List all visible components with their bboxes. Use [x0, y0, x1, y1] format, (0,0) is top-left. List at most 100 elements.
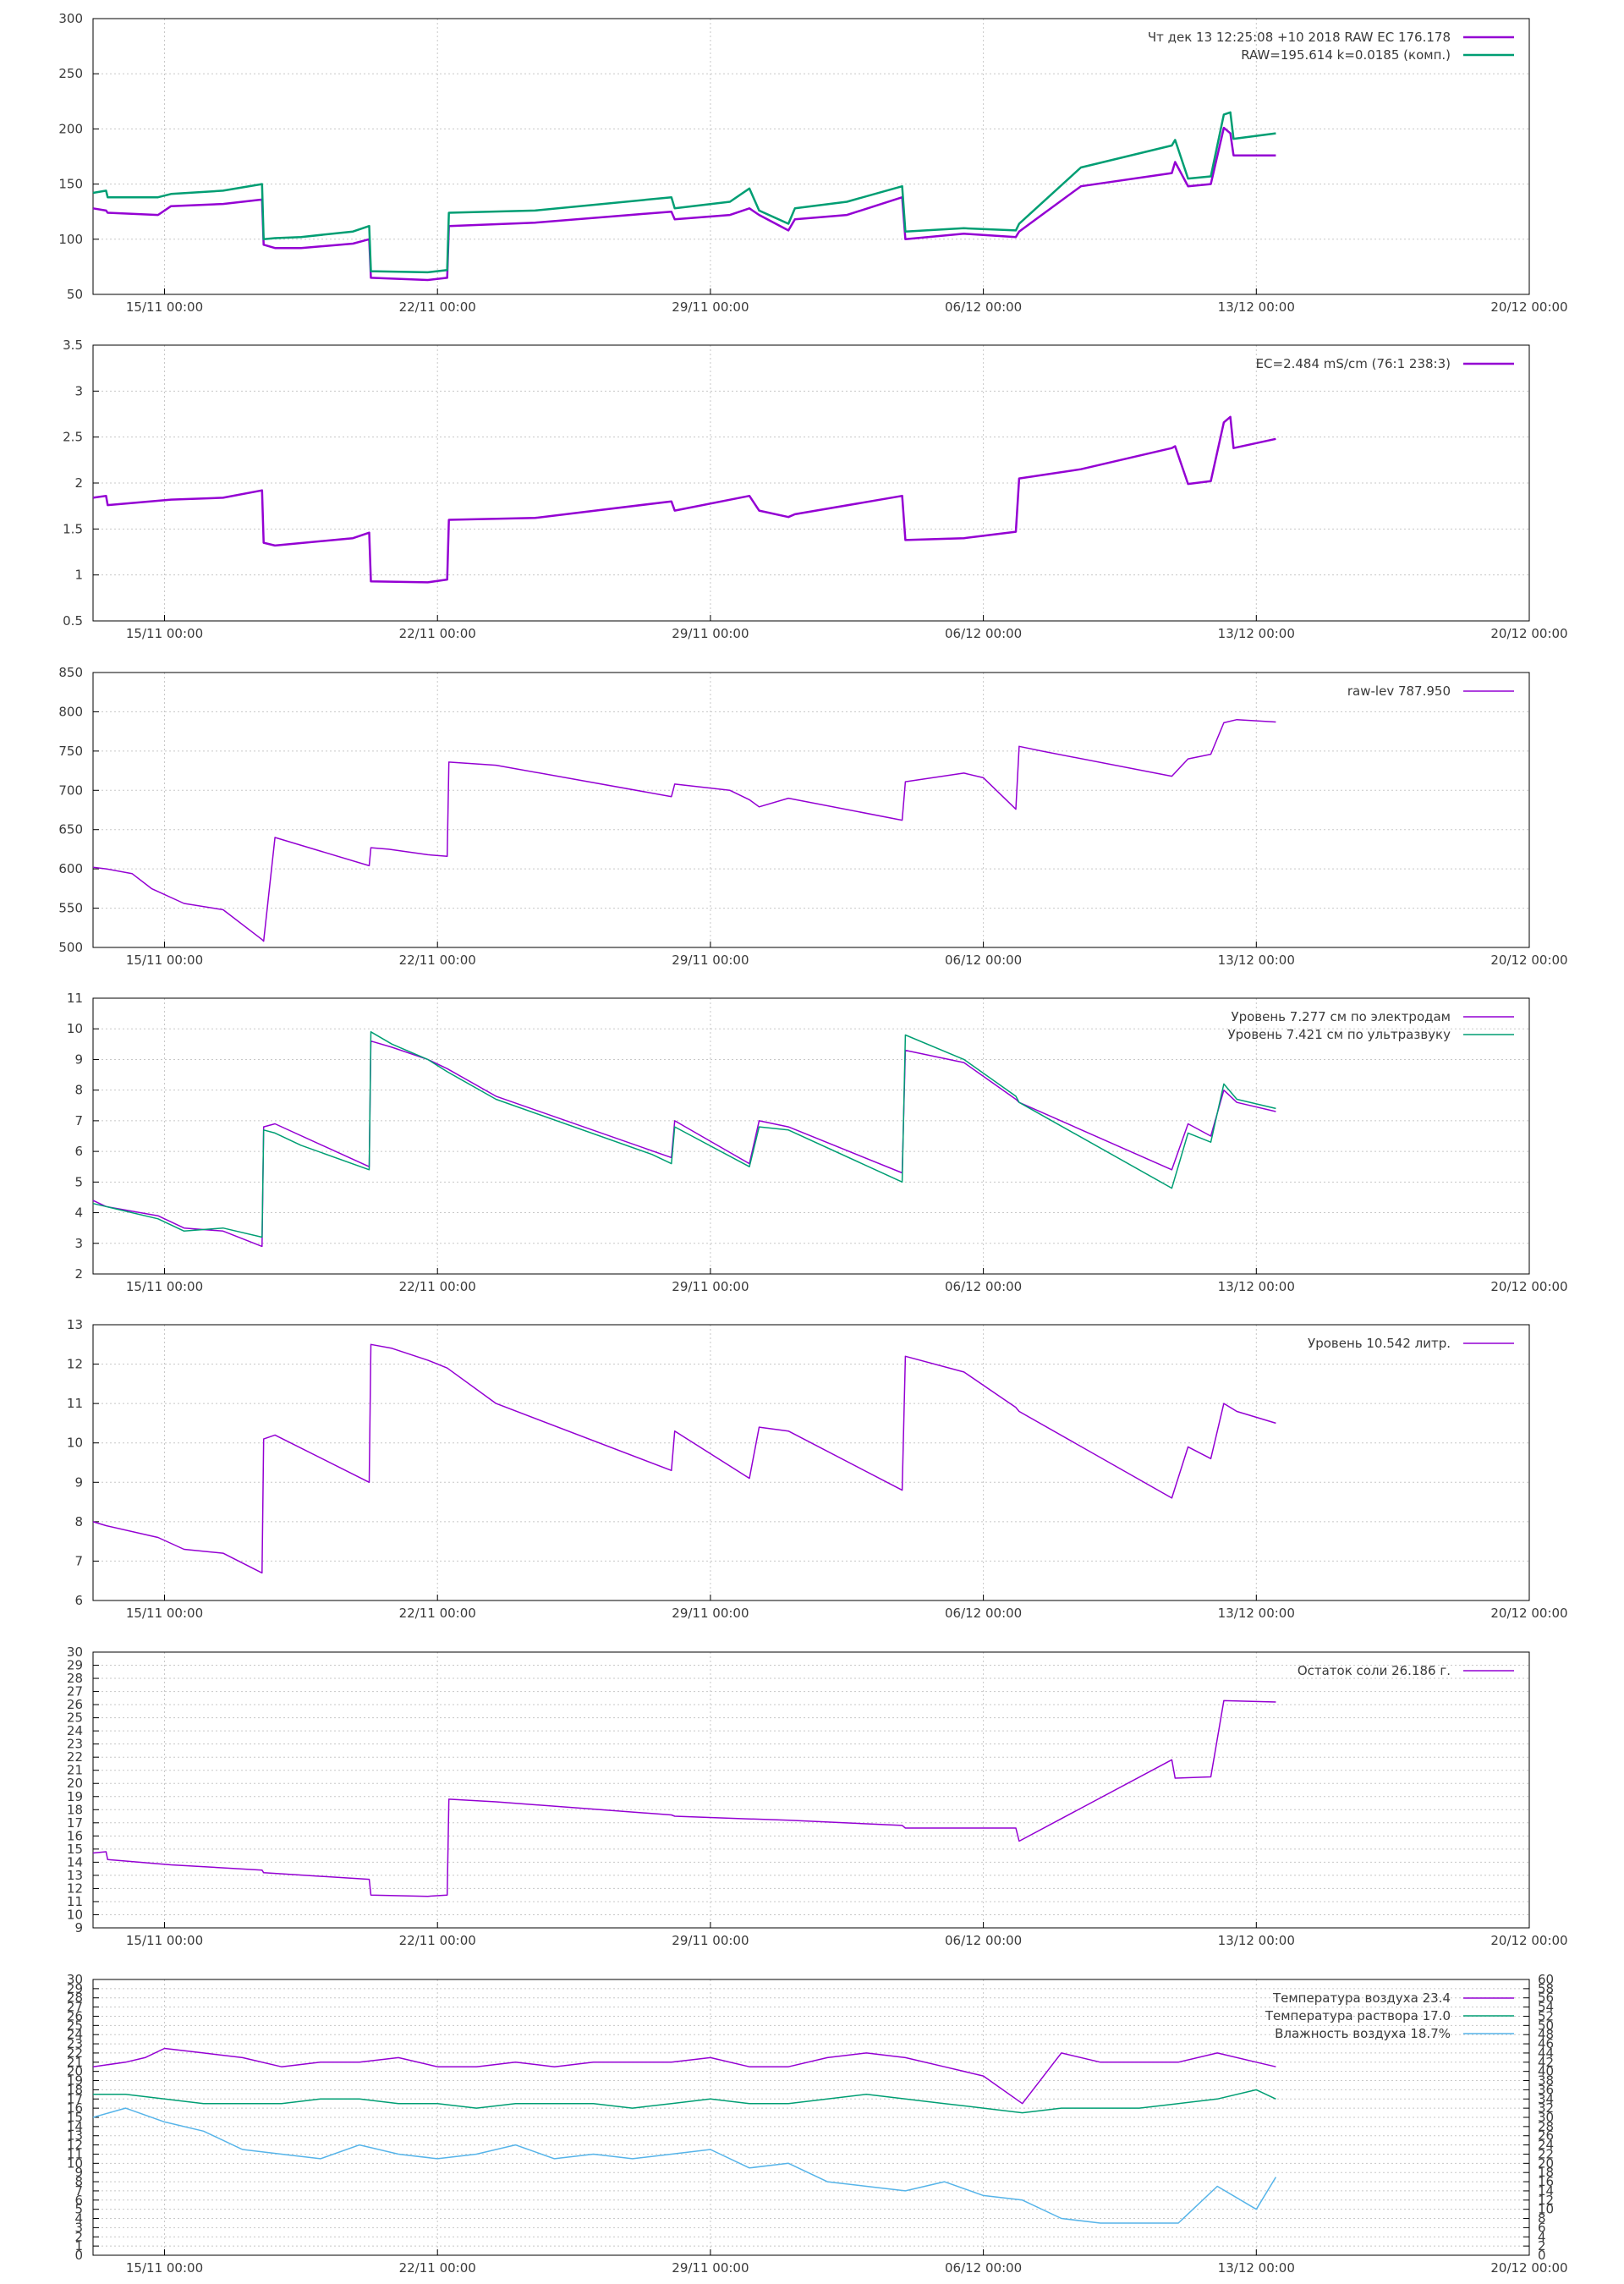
- series-line-2: [93, 2089, 1276, 2114]
- series-line-1: [92, 126, 1276, 282]
- x-tick-label: 29/11 00:00: [672, 1279, 749, 1294]
- y-tick-label: 2: [74, 475, 83, 491]
- y2-tick-label: 8: [1538, 2211, 1546, 2226]
- y-tick-label: 10: [67, 2155, 83, 2171]
- x-tick-label: 29/11 00:00: [672, 1933, 749, 1948]
- y-tick-label: 20: [67, 1776, 83, 1791]
- y-tick-label: 18: [67, 1802, 83, 1817]
- x-tick-label: 13/12 00:00: [1218, 1606, 1295, 1621]
- legend-label: Чт дек 13 12:25:08 +10 2018 RAW EC 176.1…: [1148, 30, 1451, 45]
- y-tick-label: 5: [74, 1174, 83, 1189]
- y-tick-label: 2.5: [63, 430, 83, 445]
- x-tick-label: 22/11 00:00: [399, 626, 476, 641]
- y-tick-label: 12: [67, 2138, 83, 2153]
- legend-label: Температура раствора 17.0: [1265, 2008, 1451, 2023]
- y-tick-label: 7: [74, 2183, 83, 2199]
- y-tick-label: 21: [67, 1763, 83, 1778]
- y-tick-label: 23: [67, 2036, 83, 2051]
- y-tick-label: 750: [58, 744, 83, 759]
- y2-tick-label: 22: [1538, 2146, 1554, 2161]
- legend-label: raw-lev 787.950: [1347, 684, 1451, 699]
- x-tick-label: 15/11 00:00: [126, 626, 203, 641]
- y-tick-label: 500: [58, 940, 83, 955]
- y-tick-label: 13: [67, 1317, 83, 1332]
- x-tick-label: 13/12 00:00: [1218, 1933, 1295, 1948]
- y-tick-label: 200: [58, 121, 83, 136]
- y2-tick-label: 42: [1538, 2055, 1554, 2070]
- y2-tick-label: 52: [1538, 2008, 1554, 2023]
- y2-tick-label: 34: [1538, 2091, 1554, 2106]
- x-tick-label: 13/12 00:00: [1218, 2260, 1295, 2276]
- y-tick-label: 22: [67, 2045, 83, 2061]
- y-tick-label: 4: [74, 2211, 83, 2226]
- y2-tick-label: 60: [1538, 1972, 1554, 1987]
- y-tick-label: 23: [67, 1737, 83, 1752]
- series-line-2: [92, 1031, 1276, 1238]
- x-tick-label: 20/12 00:00: [1490, 1279, 1567, 1294]
- legend-label: RAW=195.614 k=0.0185 (комп.): [1241, 47, 1451, 63]
- y2-tick-label: 20: [1538, 2155, 1554, 2171]
- y-tick-label: 11: [67, 2146, 83, 2161]
- y2-tick-label: 26: [1538, 2128, 1554, 2144]
- y-tick-label: 3: [74, 1236, 83, 1251]
- y2-tick-label: 46: [1538, 2036, 1554, 2051]
- chart-panel-6: 15/11 00:00 22/11 00:00 29/11 00:00 06/12 0…: [67, 1644, 1568, 1948]
- y-tick-label: 26: [67, 1697, 83, 1712]
- y-tick-label: 3.5: [63, 338, 83, 353]
- series-line-1: [92, 415, 1276, 584]
- y-tick-label: 25: [67, 1710, 83, 1726]
- y2-tick-label: 44: [1538, 2045, 1554, 2061]
- series-line-1: [92, 2047, 1276, 2105]
- y-tick-label: 50: [67, 287, 83, 302]
- y-tick-label: 3: [74, 383, 83, 398]
- x-tick-label: 13/12 00:00: [1218, 1279, 1295, 1294]
- legend: Остаток соли 26.186 г.: [1298, 1663, 1514, 1678]
- y2-tick-label: 24: [1538, 2138, 1554, 2153]
- y2-tick-label: 32: [1538, 2100, 1554, 2116]
- legend-label: Остаток соли 26.186 г.: [1298, 1663, 1451, 1678]
- x-tick-label: 06/12 00:00: [945, 626, 1022, 641]
- y2-tick-label: 36: [1538, 2082, 1554, 2097]
- y-tick-label: 8: [74, 1083, 83, 1098]
- y-tick-label: 16: [67, 1828, 83, 1843]
- x-tick-label: 20/12 00:00: [1490, 626, 1567, 641]
- x-tick-label: 13/12 00:00: [1218, 299, 1295, 315]
- y2-tick-label: 4: [1538, 2229, 1546, 2244]
- x-tick-label: 13/12 00:00: [1218, 953, 1295, 968]
- y-tick-label: 7: [74, 1553, 83, 1568]
- y-tick-label: 12: [67, 1357, 83, 1372]
- y-tick-label: 13: [67, 2128, 83, 2144]
- x-tick-label: 20/12 00:00: [1490, 1933, 1567, 1948]
- chart-panel-7: 15/11 00:00 22/11 00:00 29/11 00:00 06/12 0…: [67, 1972, 1568, 2276]
- y-tick-label: 27: [67, 2000, 83, 2015]
- y-tick-label: 9: [74, 1474, 83, 1490]
- y-tick-label: 11: [67, 991, 83, 1006]
- y-tick-label: 15: [67, 2110, 83, 2125]
- plot-frame: [92, 1324, 1530, 1601]
- y-tick-label: 14: [67, 1854, 83, 1869]
- legend: raw-lev 787.950: [1347, 684, 1514, 699]
- legend: Чт дек 13 12:25:08 +10 2018 RAW EC 176.1…: [1148, 30, 1514, 63]
- legend: Уровень 7.277 см по электродам Уровень 7.…: [1227, 1009, 1514, 1042]
- y-tick-label: 10: [67, 1021, 83, 1036]
- legend-label: Температура воздуха 23.4: [1272, 1990, 1451, 2006]
- x-tick-label: 22/11 00:00: [399, 1279, 476, 1294]
- y-tick-label: 29: [67, 1658, 83, 1673]
- y-tick-label: 8: [74, 1514, 83, 1529]
- y2-tick-label: 38: [1538, 2073, 1554, 2089]
- x-tick-label: 20/12 00:00: [1490, 1606, 1567, 1621]
- legend: EC=2.484 mS/cm (76:1 238:3): [1256, 356, 1514, 371]
- x-tick-label: 22/11 00:00: [399, 1606, 476, 1621]
- x-tick-label: 29/11 00:00: [672, 2260, 749, 2276]
- x-tick-label: 15/11 00:00: [126, 2260, 203, 2276]
- x-tick-label: 29/11 00:00: [672, 626, 749, 641]
- y-tick-label: 8: [74, 2174, 83, 2189]
- legend: Температура воздуха 23.4 Температура раст…: [1265, 1990, 1514, 2041]
- y-tick-label: 21: [67, 2055, 83, 2070]
- series-line-1: [92, 1040, 1276, 1248]
- plot-frame: [92, 1651, 1530, 1929]
- plot-frame: [92, 997, 1530, 1275]
- y2-tick-label: 48: [1538, 2027, 1554, 2042]
- x-tick-label: 15/11 00:00: [126, 1606, 203, 1621]
